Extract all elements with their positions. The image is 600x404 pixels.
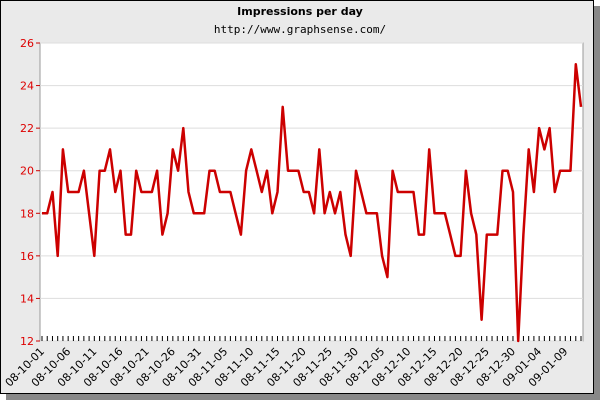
chart-subtitle: http://www.graphsense.com/ xyxy=(214,23,386,36)
y-tick-label: 12 xyxy=(20,335,34,348)
y-tick-label: 20 xyxy=(20,165,34,178)
shadow xyxy=(6,394,600,400)
y-tick-label: 24 xyxy=(20,80,34,93)
shadow xyxy=(594,6,600,400)
chart-title: Impressions per day xyxy=(237,5,363,18)
plot-area xyxy=(39,42,584,342)
y-tick-label: 26 xyxy=(20,37,34,50)
y-tick-label: 18 xyxy=(20,207,34,220)
data-line xyxy=(42,63,583,343)
y-tick-label: 16 xyxy=(20,250,34,263)
y-tick-label: 22 xyxy=(20,122,34,135)
y-tick-label: 14 xyxy=(20,292,34,305)
